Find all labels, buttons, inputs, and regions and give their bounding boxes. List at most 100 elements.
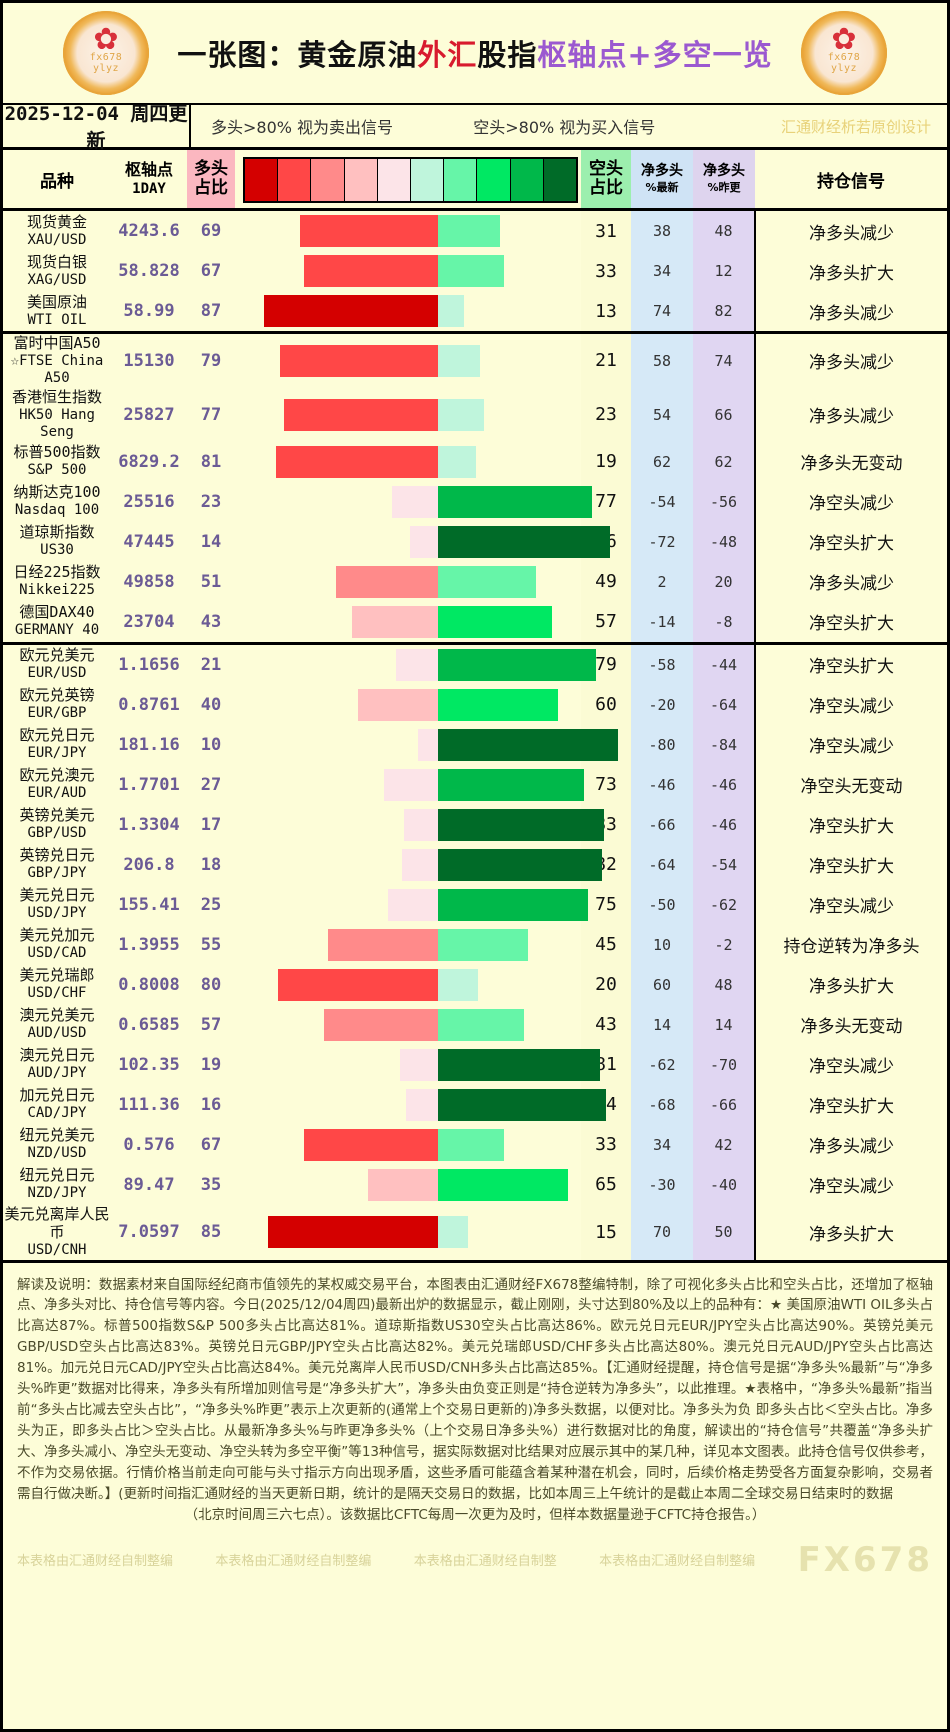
row-bar-cell — [235, 641, 596, 685]
flower-icon: ✿ — [831, 22, 857, 56]
bar-long-segment — [304, 255, 438, 287]
col-header-net-new-l2: %最新 — [645, 181, 679, 194]
instrument-code: ☆FTSE China A50 — [10, 352, 104, 387]
row-long-percent: 67 — [200, 261, 222, 281]
bar-short-segment — [438, 255, 504, 287]
table-row: 英镑兑美元 GBP/USD 1.3304 17 83 -66 -46 净空头扩大 — [3, 804, 947, 845]
bar-short-segment — [438, 398, 484, 431]
row-pivot-value: 1.3304 — [118, 814, 180, 835]
bar-long-segment — [278, 968, 438, 1001]
note-long-signal: 多头>80% 视为卖出信号 — [211, 118, 394, 137]
instrument-cn: 欧元兑英镑 — [19, 686, 95, 705]
row-position-signal: 净多头减少 — [754, 291, 947, 333]
table-row: 美元兑加元 USD/CAD 1.3955 55 45 10 -2 持仓逆转为净多头 — [3, 924, 947, 965]
instrument-code: AUD/JPY — [27, 1065, 87, 1082]
row-bar-cell — [235, 251, 581, 291]
row-short-percent: 19 — [581, 441, 631, 482]
col-header-net-new: 净多头 %最新 — [631, 150, 693, 211]
footer-notes: 解读及说明：数据素材来自国际经纪商市值领先的某权威交易平台，本图表由汇通财经FX… — [3, 1259, 947, 1530]
bar-short-segment — [438, 1048, 600, 1081]
long-short-bar — [235, 1212, 581, 1252]
instrument-cn: 加元兑日元 — [19, 1086, 95, 1105]
fx678-logo: FX678 — [797, 1539, 933, 1580]
legend-swatch-3 — [343, 159, 377, 201]
row-net-old: -46 — [693, 764, 755, 805]
credit-1: 本表格由汇通财经自制整编 — [17, 1554, 174, 1570]
col-header-name: 品种 — [3, 150, 111, 211]
instrument-code: EUR/USD — [27, 665, 87, 682]
long-short-bar — [235, 885, 588, 925]
bar-short-segment — [438, 344, 480, 377]
row-position-signal: 持仓逆转为净多头 — [754, 924, 947, 965]
row-instrument-name: 澳元兑美元 AUD/USD — [3, 1005, 111, 1045]
instrument-code: EUR/AUD — [27, 785, 87, 802]
col-header-pivot: 枢轴点 1DAY — [111, 150, 187, 211]
bar-long-segment — [280, 344, 438, 377]
row-short-percent: 49 — [581, 561, 631, 602]
col-header-short-l1: 空头 — [589, 158, 623, 179]
long-short-bar — [235, 341, 581, 381]
long-short-bar — [235, 482, 592, 522]
row-position-signal: 净空头减少 — [754, 1044, 947, 1085]
col-header-pivot-label: 枢轴点 — [124, 159, 173, 179]
signal-notes: 多头>80% 视为卖出信号 空头>80% 视为买入信号 — [191, 114, 655, 138]
row-pivot-value: 47445 — [123, 531, 175, 552]
long-short-bar — [235, 845, 602, 885]
row-pivot-value: 25516 — [123, 491, 175, 512]
instrument-cn: 现货黄金 — [26, 212, 87, 231]
row-net-old: -48 — [693, 521, 755, 562]
row-net-old: 66 — [693, 387, 755, 442]
bar-long-segment — [300, 215, 438, 247]
row-pivot-value: 6829.2 — [118, 451, 180, 472]
instrument-code: USD/JPY — [27, 905, 87, 922]
row-pivot-value: 49858 — [123, 571, 175, 592]
credit-4: 本表格由汇通财经自制整编 — [599, 1554, 756, 1570]
bar-short-segment — [438, 485, 592, 518]
row-position-signal: 净空头扩大 — [754, 601, 947, 643]
instrument-cn: 富时中国A50 — [13, 334, 101, 352]
table-row: 现货白银 XAG/USD 58.828 67 33 34 12 净多头扩大 — [3, 251, 947, 291]
row-instrument-name: 纽元兑日元 NZD/JPY — [3, 1165, 111, 1205]
row-instrument-name: 美元兑瑞郎 USD/CHF — [3, 965, 111, 1005]
col-header-pivot-sub: 1DAY — [132, 181, 166, 197]
bar-short-segment — [438, 1168, 568, 1201]
row-net-old: 82 — [693, 291, 755, 333]
row-instrument-name: 英镑兑美元 GBP/USD — [3, 805, 111, 845]
legend-swatch-6 — [443, 159, 477, 201]
bar-long-segment — [396, 648, 438, 681]
row-long-percent: 81 — [200, 451, 222, 472]
instrument-code: GBP/USD — [27, 825, 87, 842]
row-long-percent: 79 — [187, 330, 235, 388]
table-row: 加元兑日元 CAD/JPY 111.36 16 84 -68 -66 净空头扩大 — [3, 1084, 947, 1125]
bar-short-segment — [438, 728, 618, 761]
long-short-bar — [235, 805, 604, 845]
bar-short-segment — [438, 605, 552, 638]
row-net-old: -2 — [693, 924, 755, 965]
row-net-old: -62 — [693, 884, 755, 925]
col-header-long-l1: 多头 — [194, 158, 228, 179]
row-net-old: 48 — [693, 964, 755, 1005]
table-row: 欧元兑英镑 EUR/GBP 0.8761 40 60 -20 -64 净空头减少 — [3, 684, 947, 725]
row-pivot-value: 15130 — [111, 330, 187, 388]
row-long-percent: 67 — [200, 1134, 222, 1155]
row-net-old: 20 — [693, 561, 755, 602]
legend-swatch-7 — [476, 159, 510, 201]
row-long-percent: 27 — [200, 774, 222, 795]
table-row: 美国原油 WTI OIL 58.99 87 13 74 82 净多头减少 — [3, 291, 947, 333]
row-pivot-value: 4243.6 — [118, 221, 180, 241]
row-short-percent: 15 — [581, 1204, 631, 1260]
legend-swatch-2 — [310, 159, 344, 201]
instrument-cn: 香港恒生指数 — [11, 387, 102, 406]
row-long-percent: 85 — [200, 1222, 222, 1242]
bar-short-segment — [438, 688, 558, 721]
row-pivot-value: 1.3955 — [118, 934, 180, 955]
bar-long-segment — [284, 398, 438, 431]
row-long-percent: 25 — [200, 894, 222, 915]
row-net-new: 14 — [631, 1004, 693, 1045]
bar-long-segment — [268, 1216, 438, 1248]
instrument-code: GBP/JPY — [27, 865, 87, 882]
row-long-percent: 17 — [200, 814, 222, 835]
seal-text-right: fx678 ylyz — [827, 52, 861, 75]
row-net-old: 12 — [693, 251, 755, 291]
